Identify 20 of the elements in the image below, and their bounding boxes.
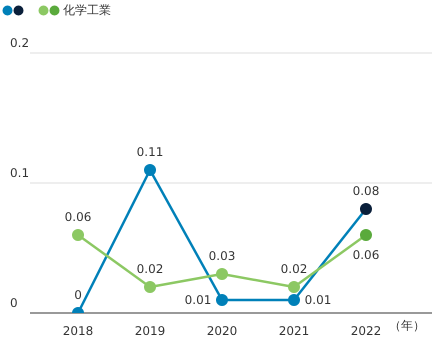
x-tick-label: 2022 bbox=[350, 324, 382, 338]
y-tick-label: 0 bbox=[10, 296, 18, 310]
data-label: 0.01 bbox=[304, 293, 332, 307]
legend-label: 化学工業 bbox=[63, 2, 111, 19]
data-label: 0.08 bbox=[352, 184, 380, 198]
x-axis-title: （年） bbox=[389, 318, 425, 333]
data-label: 0.01 bbox=[184, 293, 212, 307]
x-tick-label: 2021 bbox=[278, 324, 310, 338]
data-label: 0.02 bbox=[136, 262, 164, 276]
data-label: 0.11 bbox=[136, 145, 164, 159]
data-label: 0.06 bbox=[352, 248, 380, 262]
data-label: 0.02 bbox=[280, 262, 308, 276]
data-label: 0 bbox=[74, 288, 82, 302]
x-tick-label: 2020 bbox=[206, 324, 238, 338]
data-label: 0.03 bbox=[208, 249, 236, 263]
x-tick-label: 2019 bbox=[134, 324, 166, 338]
x-tick-label: 2018 bbox=[62, 324, 94, 338]
y-tick-label: 0.2 bbox=[10, 36, 30, 50]
y-tick-label: 0.1 bbox=[10, 166, 30, 180]
data-label: 0.06 bbox=[64, 210, 92, 224]
